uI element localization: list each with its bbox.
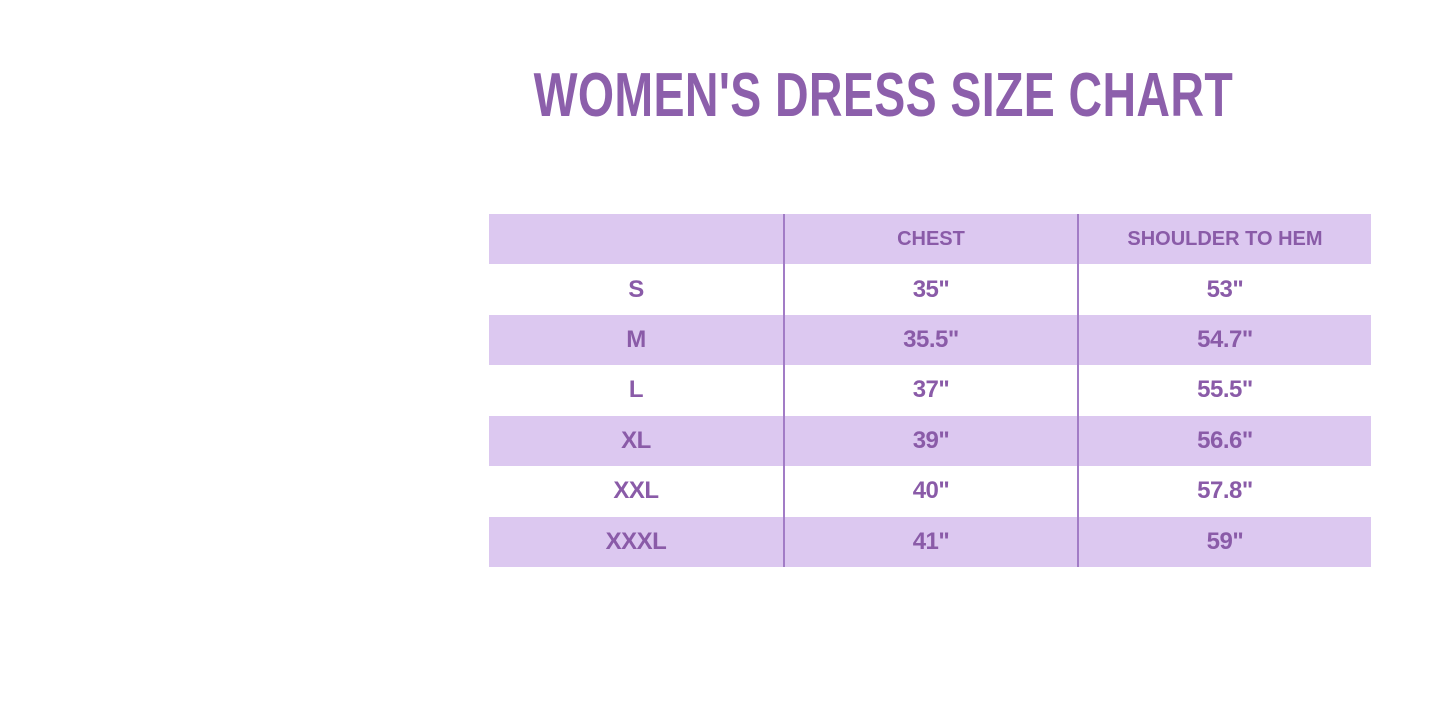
size-label: XL	[621, 426, 651, 454]
table-row-xxxl: XXXL 41" 59"	[489, 516, 1371, 567]
size-label: M	[626, 326, 646, 354]
chest-value: 37"	[782, 365, 1077, 416]
chest-value: 41"	[782, 516, 1077, 567]
shoulder-to-hem-value: 55.5"	[1076, 365, 1371, 416]
table-row-l: L 37" 55.5"	[489, 365, 1371, 416]
shoulder-to-hem-value: 57.8"	[1076, 466, 1371, 517]
chest-value: 40"	[782, 466, 1077, 517]
shoulder-to-hem-value: 54.7"	[1076, 314, 1371, 366]
shoulder-to-hem-value: 56.6"	[1076, 415, 1371, 467]
table-row-xl: XL 39" 56.6"	[489, 415, 1371, 467]
table-header-row: CHEST SHOULDER TO HEM	[489, 214, 1371, 265]
size-label: S	[628, 275, 644, 303]
page-title: WOMEN'S DRESS SIZE CHART	[533, 60, 1233, 130]
size-label: XXL	[613, 477, 659, 505]
shoulder-to-hem-value: 59"	[1076, 516, 1371, 567]
size-label: XXXL	[605, 527, 667, 555]
chest-value: 35"	[782, 264, 1077, 315]
size-table: CHEST SHOULDER TO HEM S 35" 53" M 35.5" …	[489, 214, 1371, 567]
size-label: L	[628, 376, 644, 404]
title-row: WOMEN'S DRESS SIZE CHART	[533, 61, 1232, 130]
table-row-m: M 35.5" 54.7"	[489, 314, 1371, 366]
header-cell-size	[489, 214, 783, 264]
table-row-s: S 35" 53"	[489, 264, 1371, 315]
chest-value: 35.5"	[782, 314, 1077, 366]
header-cell-shoulder-to-hem: SHOULDER TO HEM	[1076, 214, 1371, 265]
shoulder-to-hem-value: 53"	[1076, 264, 1371, 315]
table-row-xxl: XXL 40" 57.8"	[489, 466, 1371, 517]
chest-value: 39"	[782, 415, 1077, 467]
header-cell-chest: CHEST	[782, 214, 1077, 265]
